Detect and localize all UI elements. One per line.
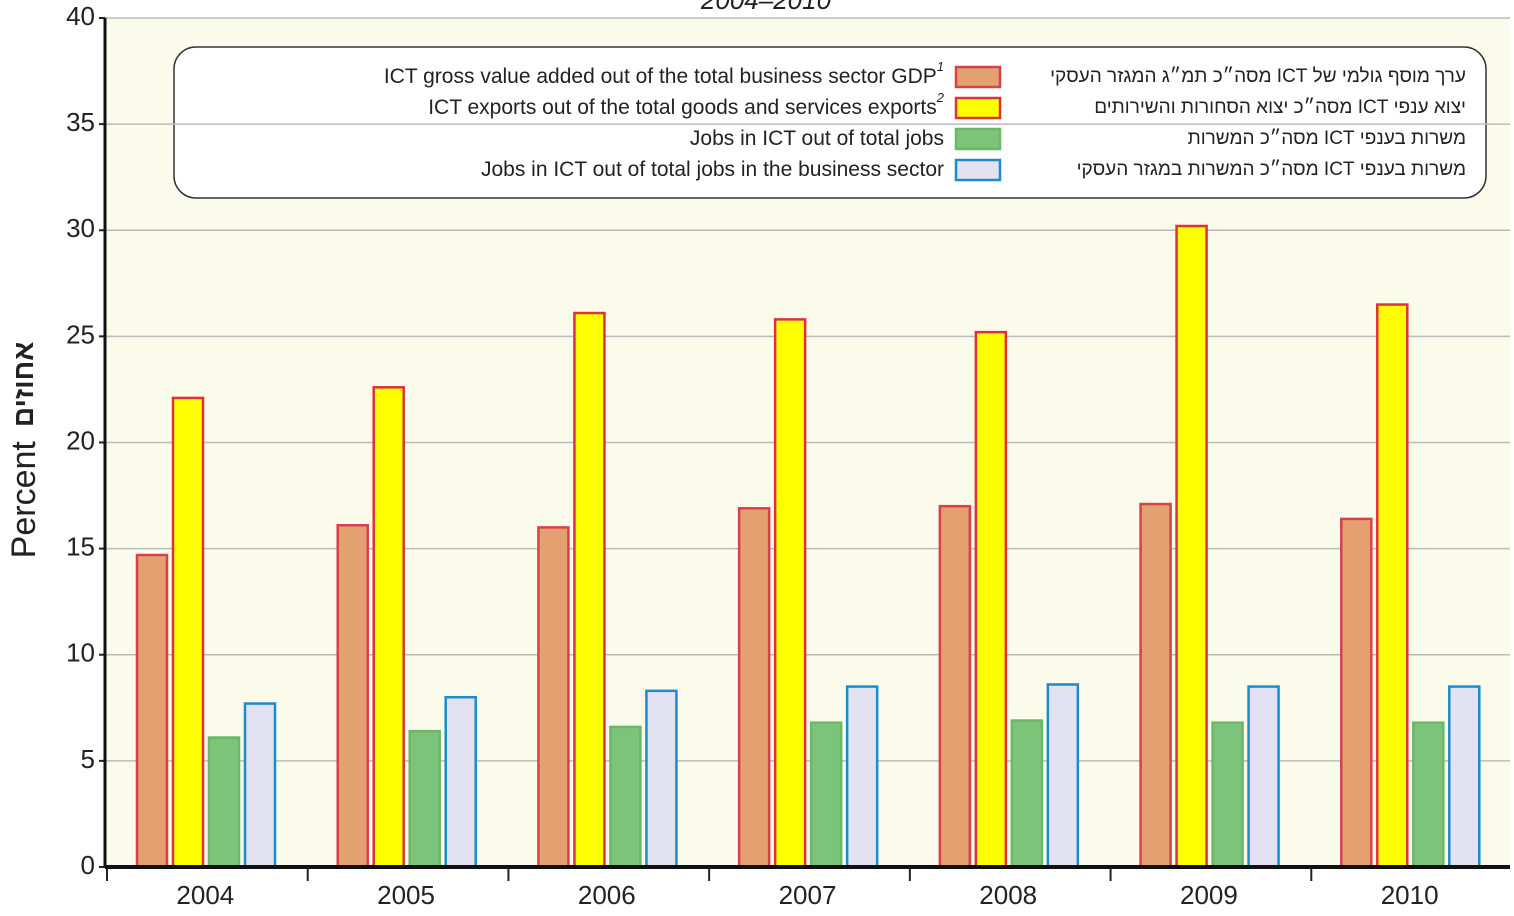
bar	[737, 507, 771, 869]
y-tick-label: 5	[81, 744, 95, 774]
bar	[336, 524, 369, 869]
y-label-he: אחוזים	[8, 342, 39, 427]
y-tick-label: 20	[66, 425, 95, 455]
x-tick-label: 2010	[1381, 880, 1439, 910]
bar	[938, 504, 972, 869]
y-tick-label: 15	[66, 532, 95, 562]
legend-swatch	[954, 65, 1002, 89]
bar	[135, 553, 169, 869]
bar	[372, 386, 405, 869]
x-tick-label: 2004	[176, 880, 234, 910]
y-tick-label: 25	[66, 319, 95, 349]
bar	[1046, 683, 1080, 869]
bar	[974, 330, 1008, 869]
x-tick-label: 2006	[578, 880, 636, 910]
bar	[1247, 685, 1280, 869]
bar	[645, 689, 678, 869]
bar	[1139, 502, 1172, 869]
legend-note: 2	[936, 90, 945, 105]
y-tick-label: 30	[66, 213, 95, 243]
y-label-en: Percent	[5, 441, 43, 559]
legend-swatch	[954, 158, 1002, 182]
x-tick-label: 2009	[1180, 880, 1238, 910]
x-tick-label: 2007	[779, 880, 837, 910]
y-tick-label: 0	[81, 850, 95, 880]
bar	[573, 311, 606, 869]
y-axis-label: Percent אחוזים	[5, 342, 43, 559]
legend-label-he: משרות בענפי ICT מסה״כ המשרות	[1188, 128, 1466, 149]
legend-label: ICT exports out of the total goods and s…	[428, 90, 945, 118]
bar	[1376, 303, 1409, 869]
bar	[609, 725, 642, 869]
legend-note: 1	[937, 59, 944, 74]
bar	[773, 318, 807, 869]
y-tick-label: 40	[66, 1, 95, 31]
bar	[207, 736, 241, 869]
legend-label-he: יצוא ענפי ICT מסה״כ יצוא הסחורות והשירות…	[1094, 97, 1466, 118]
bar	[1448, 685, 1481, 869]
bar	[809, 721, 843, 869]
x-tick-label: 2005	[377, 880, 435, 910]
legend-label: Jobs in ICT out of total jobs	[690, 127, 944, 150]
bar	[171, 396, 205, 869]
bar	[1175, 224, 1208, 869]
bar	[1211, 721, 1244, 869]
legend-text: Jobs in ICT out of total jobs in the bus…	[481, 158, 944, 181]
y-tick-label: 10	[66, 638, 95, 668]
legend-label: Jobs in ICT out of total jobs in the bus…	[481, 158, 944, 181]
x-tick-label: 2008	[979, 880, 1037, 910]
bar	[243, 702, 277, 869]
legend-label: ICT gross value added out of the total b…	[384, 59, 944, 87]
legend-label-he: משרות בענפי ICT מסה״כ המשרות במגזר העסקי	[1077, 159, 1466, 180]
legend-text: Jobs in ICT out of total jobs	[690, 127, 944, 150]
bar	[444, 695, 477, 869]
bar	[1340, 517, 1373, 869]
bar	[1412, 721, 1445, 869]
bar	[1010, 719, 1044, 869]
chart-title: 2004–2010	[700, 0, 832, 15]
legend-swatch	[954, 96, 1002, 120]
legend-box	[173, 46, 1487, 199]
bar	[537, 526, 570, 869]
legend-label-he: ערך מוסף גולמי של ICT מסה״כ תמ״ג המגזר ה…	[1050, 66, 1466, 87]
legend-text: ICT gross value added out of the total b…	[384, 65, 937, 88]
legend-swatch	[954, 127, 1002, 151]
bar	[845, 685, 879, 869]
y-tick-label: 35	[66, 107, 95, 137]
legend-text: ICT exports out of the total goods and s…	[428, 96, 937, 119]
bar	[408, 729, 441, 869]
